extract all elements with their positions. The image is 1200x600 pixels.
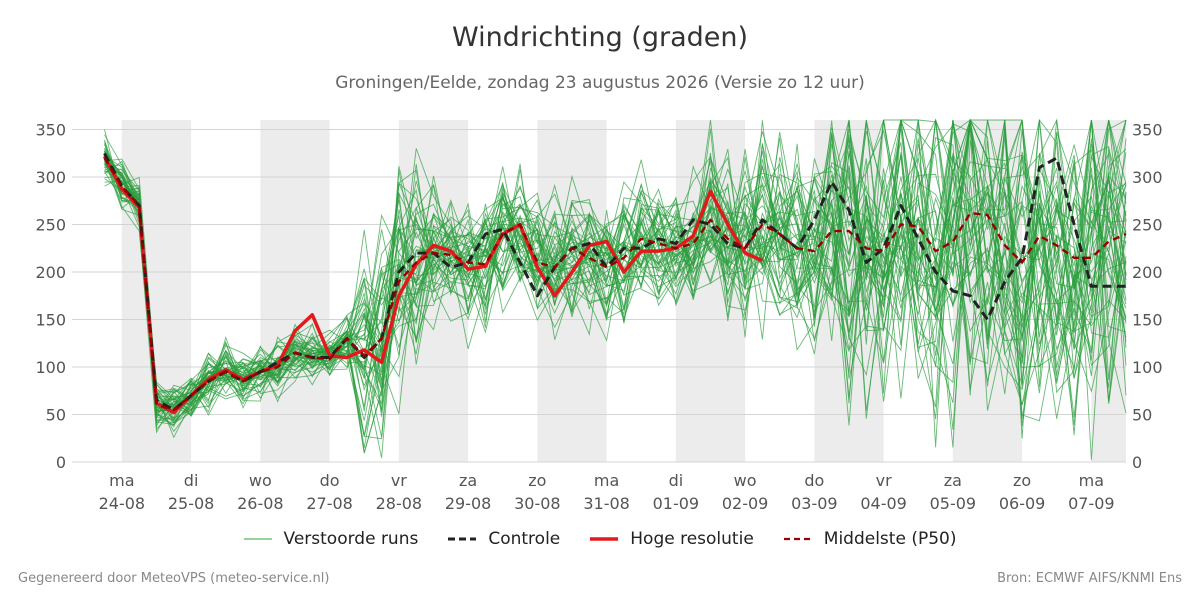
x-tick-day-8: di xyxy=(669,471,684,490)
legend-label-control: Controle xyxy=(488,529,561,549)
y-axis-right: 0 50 100 150 200 250 300 350 xyxy=(1132,121,1163,473)
y-tick-left-50: 50 xyxy=(46,406,66,425)
y-tick-right-0: 0 xyxy=(1132,453,1142,472)
x-tick-day-4: vr xyxy=(391,471,407,490)
x-tick-date-7: 31-08 xyxy=(583,494,630,513)
ensemble-run-44 xyxy=(104,118,1127,448)
y-tick-right-200: 200 xyxy=(1132,263,1163,282)
y-tick-right-100: 100 xyxy=(1132,358,1163,377)
y-tick-right-350: 350 xyxy=(1132,121,1163,140)
x-tick-date-8: 01-09 xyxy=(653,494,700,513)
legend-label-ensemble: Verstoorde runs xyxy=(283,529,419,549)
chart-title: Windrichting (graden) xyxy=(451,22,749,53)
x-tick-date-4: 28-08 xyxy=(376,494,423,513)
ensemble-run-48 xyxy=(104,119,1127,436)
x-tick-date-10: 03-09 xyxy=(791,494,838,513)
y-tick-left-300: 300 xyxy=(35,168,66,187)
x-tick-date-2: 26-08 xyxy=(237,494,284,513)
legend-swatch-ensemble xyxy=(243,538,272,540)
x-tick-day-11: vr xyxy=(876,471,892,490)
y-tick-right-150: 150 xyxy=(1132,311,1163,330)
footer-source: Bron: ECMWF AIFS/KNMI Ens xyxy=(997,571,1182,586)
legend-item-control: Controle xyxy=(448,529,560,549)
x-tick-date-1: 25-08 xyxy=(168,494,215,513)
y-tick-left-100: 100 xyxy=(35,358,66,377)
y-axis-left: 0 50 100 150 200 250 300 350 xyxy=(35,121,66,473)
series-middelste-p50 xyxy=(103,157,1127,411)
x-tick-date-13: 06-09 xyxy=(999,494,1046,513)
x-tick-day-2: wo xyxy=(249,471,272,490)
night-band-1 xyxy=(260,120,330,462)
x-axis: ma 24-08 di 25-08 wo 26-08 do 27-08 vr 28-08 za 29-… xyxy=(99,471,1115,513)
series-controle xyxy=(103,152,1126,412)
legend-item-high-res: Hoge resolutie xyxy=(590,529,754,549)
x-tick-day-3: do xyxy=(320,471,340,490)
y-tick-left-0: 0 xyxy=(56,453,66,472)
y-tick-right-250: 250 xyxy=(1132,216,1163,235)
legend-swatch-median xyxy=(783,537,812,541)
x-tick-date-6: 30-08 xyxy=(514,494,561,513)
y-tick-right-300: 300 xyxy=(1132,168,1163,187)
y-tick-left-200: 200 xyxy=(35,263,66,282)
x-tick-day-13: zo xyxy=(1013,471,1031,490)
ensemble-run-36 xyxy=(104,119,1127,425)
chart-subtitle: Groningen/Eelde, zondag 23 augustus 2026… xyxy=(335,73,865,93)
x-tick-day-10: do xyxy=(804,471,824,490)
main-series xyxy=(102,152,1127,415)
legend-label-high-res: Hoge resolutie xyxy=(630,529,754,549)
ensemble-run-47 xyxy=(104,118,1127,431)
legend-swatch-high-res xyxy=(590,537,619,541)
x-tick-day-1: di xyxy=(184,471,199,490)
x-tick-date-11: 04-09 xyxy=(860,494,907,513)
x-tick-day-6: zo xyxy=(528,471,546,490)
x-tick-date-14: 07-09 xyxy=(1068,494,1115,513)
x-tick-day-9: wo xyxy=(734,471,757,490)
legend-swatch-control xyxy=(448,537,477,541)
series-hoge-resolutie xyxy=(102,155,764,415)
y-tick-left-250: 250 xyxy=(35,216,66,235)
x-tick-day-7: ma xyxy=(594,471,619,490)
y-tick-right-50: 50 xyxy=(1132,406,1152,425)
x-tick-date-3: 27-08 xyxy=(306,494,353,513)
y-tick-left-350: 350 xyxy=(35,121,66,140)
footer-generated-by: Gegenereerd door MeteoVPS (meteo-service… xyxy=(18,571,330,586)
x-tick-date-5: 29-08 xyxy=(445,494,492,513)
legend: Verstoorde runs Controle Hoge resolutie … xyxy=(0,529,1200,549)
legend-label-median: Middelste (P50) xyxy=(823,529,957,549)
x-tick-day-0: ma xyxy=(109,471,134,490)
x-tick-date-12: 05-09 xyxy=(930,494,977,513)
ensemble-run-43 xyxy=(104,119,1127,426)
ensemble-run-14 xyxy=(104,119,1127,414)
x-tick-date-0: 24-08 xyxy=(99,494,146,513)
y-tick-left-150: 150 xyxy=(35,311,66,330)
x-tick-date-9: 02-09 xyxy=(722,494,769,513)
legend-item-ensemble: Verstoorde runs xyxy=(243,529,419,549)
x-tick-day-5: za xyxy=(459,471,477,490)
x-tick-day-12: za xyxy=(944,471,962,490)
legend-item-median: Middelste (P50) xyxy=(783,529,957,549)
x-tick-day-14: ma xyxy=(1079,471,1104,490)
